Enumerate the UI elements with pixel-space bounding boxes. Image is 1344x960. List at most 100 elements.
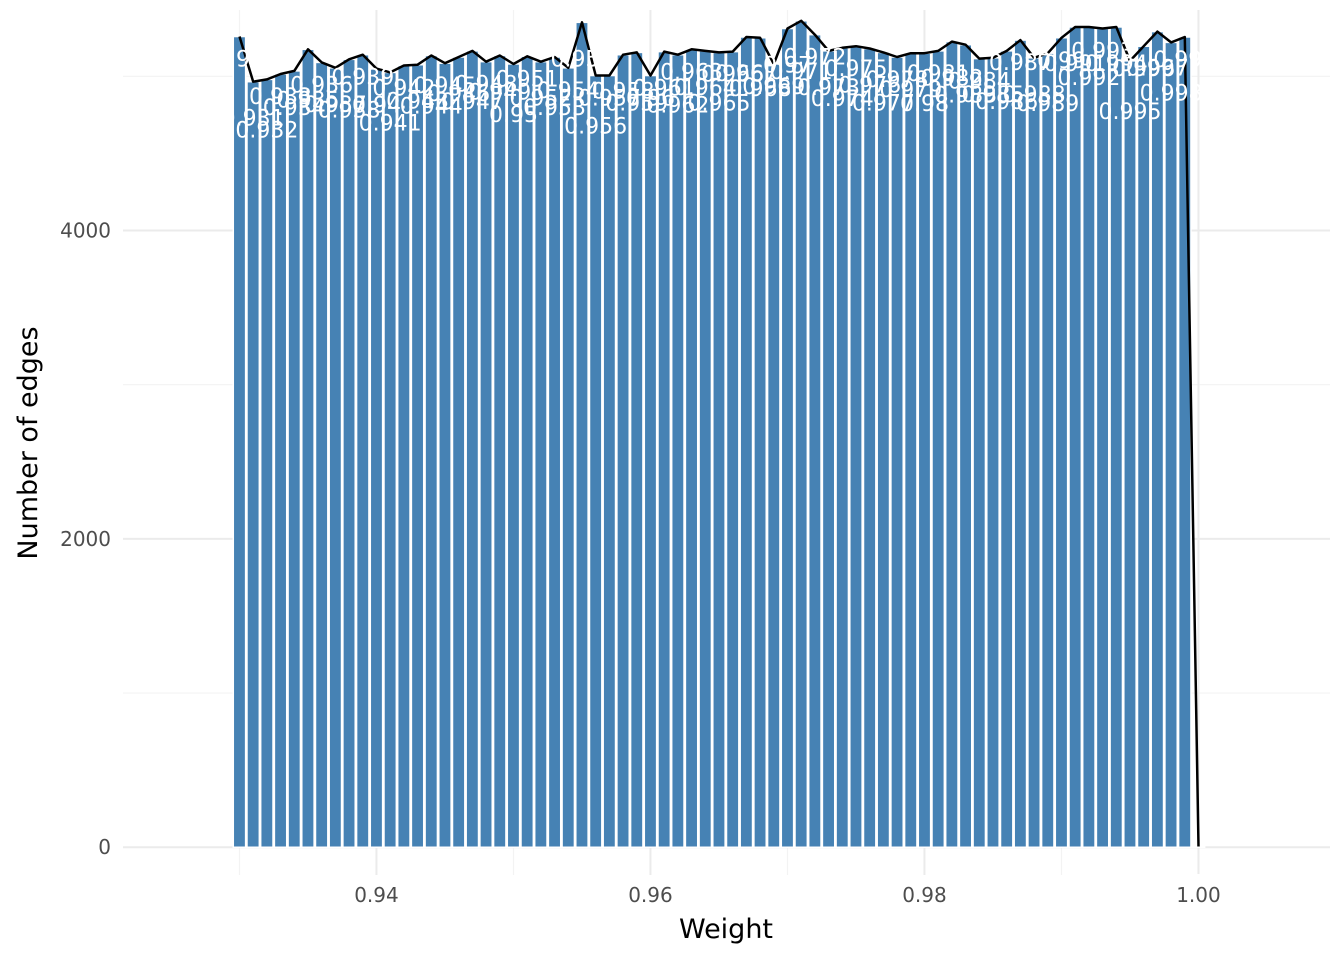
x-tick-label: 0.96 xyxy=(628,883,673,907)
bar-value-label: 1 xyxy=(1191,871,1205,896)
bar xyxy=(602,74,617,848)
bar-value-label: 0.967 xyxy=(715,62,778,87)
bar-value-label: 0.999 xyxy=(1153,48,1216,73)
bar-value-label: 0.992 xyxy=(1057,66,1120,91)
bar xyxy=(533,60,548,848)
bar-value-labels: 0.930.9310.9320.9330.9340.9350.9360.9370… xyxy=(215,40,1216,897)
bar xyxy=(629,51,644,848)
bar xyxy=(876,51,891,848)
bar xyxy=(465,50,480,848)
bar xyxy=(931,50,946,848)
bar-value-label: 0.989 xyxy=(1016,92,1079,117)
bar xyxy=(657,50,672,848)
bar-value-label: 0.984 xyxy=(948,70,1011,95)
bar-value-label: 0.932 xyxy=(235,118,298,143)
bar xyxy=(438,62,452,848)
bar xyxy=(1095,27,1110,848)
bar-value-label: 0.948 xyxy=(455,73,518,98)
bar xyxy=(301,48,315,848)
bar-value-label: 0.974 xyxy=(811,87,874,112)
bar-value-label: 0.97 xyxy=(763,54,812,79)
bar-value-label: 0.993 xyxy=(1071,40,1134,65)
bar-value-label: 0.996 xyxy=(1112,57,1175,82)
bar xyxy=(766,63,781,848)
bar-value-label: 0.931 xyxy=(222,107,285,132)
x-axis-tick-labels: 0.94 0.96 0.98 1.00 xyxy=(354,883,1221,907)
bar-value-label: 0.941 xyxy=(359,111,422,136)
bar-value-label: 0.958 xyxy=(592,80,655,105)
bar-value-label: 0.956 xyxy=(564,115,627,140)
bar-value-label: 0.935 xyxy=(276,88,339,113)
bar-value-label: 0.949 xyxy=(468,80,531,105)
bar-value-label: 0.944 xyxy=(400,94,463,119)
bar xyxy=(506,63,521,848)
bar-value-label: 0.961 xyxy=(633,77,696,102)
bar xyxy=(698,50,713,848)
bar xyxy=(424,54,439,848)
bar xyxy=(725,50,740,848)
bar xyxy=(890,56,904,848)
bar-value-label: 0.972 xyxy=(783,46,846,71)
bar-value-label: 0.945 xyxy=(413,74,476,99)
bar xyxy=(944,40,959,848)
bar xyxy=(1068,26,1083,848)
bar xyxy=(753,37,767,848)
bar-value-label: 0.998 xyxy=(1140,81,1203,106)
bar-value-label: 0.93 xyxy=(215,48,264,73)
bar xyxy=(739,36,754,848)
bar-value-label: 0.95 xyxy=(489,103,538,128)
bar-value-label: 0.966 xyxy=(701,63,764,88)
bar-value-label: 0.982 xyxy=(920,67,983,92)
bar-value-label: 0.965 xyxy=(687,91,750,116)
bar xyxy=(1027,57,1041,848)
bar-value-label: 0.995 xyxy=(1098,100,1161,125)
bar-value-label: 0.936 xyxy=(290,73,353,98)
bar xyxy=(259,78,274,848)
bar xyxy=(520,55,535,848)
bar xyxy=(835,47,850,848)
bar xyxy=(575,21,589,848)
bar xyxy=(780,27,795,848)
bar xyxy=(917,52,932,848)
bar xyxy=(547,56,562,848)
bar xyxy=(1164,41,1178,848)
bar-value-label: 0.962 xyxy=(646,94,709,119)
bar xyxy=(1150,30,1165,848)
bar-value-label: 0.957 xyxy=(578,87,641,112)
bar-value-label: 0.971 xyxy=(770,60,833,85)
bar-value-label: 0.977 xyxy=(852,91,915,116)
bar-value-label: 0.997 xyxy=(1126,57,1189,82)
bar-value-label: 0.952 xyxy=(509,87,572,112)
bar xyxy=(1177,36,1192,848)
bar xyxy=(821,50,836,848)
bar xyxy=(479,60,493,848)
bar xyxy=(1109,26,1124,848)
bar-value-label: 0.96 xyxy=(626,87,675,112)
bar-value-label: 0.99 xyxy=(1037,49,1086,74)
bar xyxy=(643,74,658,848)
bar xyxy=(1040,52,1055,848)
bar xyxy=(342,58,356,848)
bar-value-label: 0.969 xyxy=(742,75,805,100)
bar-value-label: 0.981 xyxy=(907,62,970,87)
bar xyxy=(1123,60,1137,848)
y-tick-label: 4000 xyxy=(60,218,111,242)
bar xyxy=(492,54,507,848)
bar-value-label: 0.991 xyxy=(1044,52,1107,77)
bar xyxy=(616,53,630,848)
bar-value-label: 0.955 xyxy=(550,47,613,72)
y-axis-title: Number of edges xyxy=(13,326,44,559)
x-tick-label: 0.98 xyxy=(902,883,947,907)
bar-value-label: 0.939 xyxy=(331,66,394,91)
bar xyxy=(712,51,726,848)
bar-value-label: 0.951 xyxy=(496,67,559,92)
bar xyxy=(369,67,384,848)
y-tick-label: 2000 xyxy=(60,527,111,551)
bar xyxy=(410,63,425,848)
bar-value-label: 0.98 xyxy=(900,92,949,117)
bar-value-label: 0.973 xyxy=(797,76,860,101)
bar xyxy=(684,48,699,848)
bar xyxy=(561,67,576,848)
bar-value-label: 0.943 xyxy=(386,90,449,115)
